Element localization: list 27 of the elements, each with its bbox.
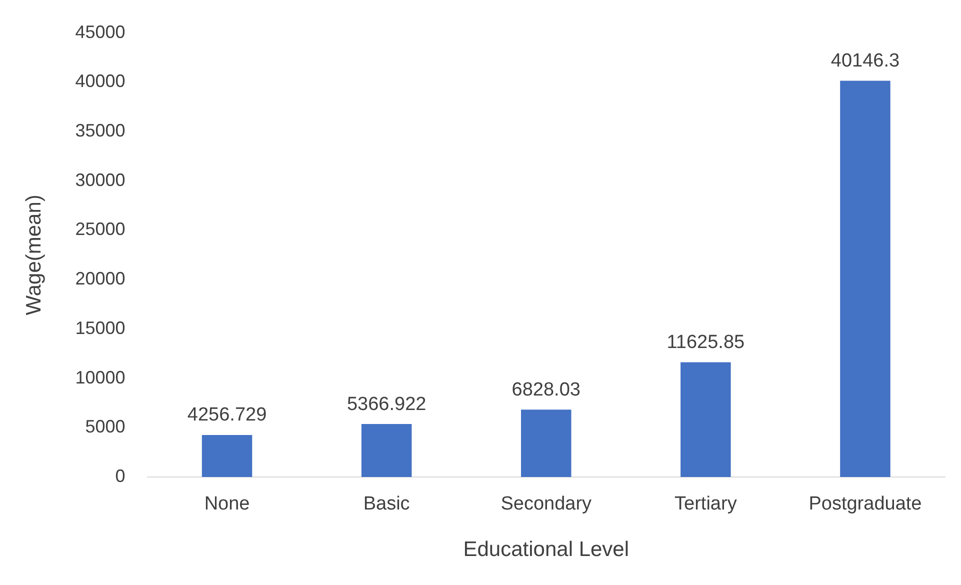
data-label: 4256.729 [187, 404, 267, 426]
y-tick-label: 45000 [75, 22, 126, 42]
x-tick-label: Postgraduate [808, 494, 922, 515]
bar [361, 424, 412, 477]
y-tick-label: 30000 [75, 170, 126, 190]
x-tick-label: None [204, 494, 250, 515]
bar [680, 362, 731, 477]
bar [521, 410, 572, 477]
y-tick-label: 35000 [75, 120, 126, 140]
x-tick-label: Basic [363, 494, 410, 515]
bar [840, 80, 890, 477]
y-tick-label: 25000 [75, 219, 126, 240]
y-tick-label: 10000 [75, 367, 126, 388]
y-tick-label: 15000 [75, 318, 126, 338]
y-tick-label: 0 [115, 466, 126, 486]
y-axis-title: Wage(mean) [22, 194, 46, 316]
data-label: 5366.922 [346, 394, 426, 415]
x-tick-label: Tertiary [674, 494, 738, 515]
y-tick-label: 40000 [75, 71, 126, 92]
bar [202, 434, 252, 477]
y-tick-label: 20000 [75, 268, 126, 289]
x-axis-title: Educational Level [463, 538, 630, 562]
data-label: 11625.85 [666, 332, 745, 353]
y-tick-label: 5000 [85, 416, 126, 437]
data-label: 40146.3 [830, 50, 900, 72]
data-label: 6828.03 [512, 379, 580, 400]
x-tick-label: Secondary [500, 494, 592, 515]
